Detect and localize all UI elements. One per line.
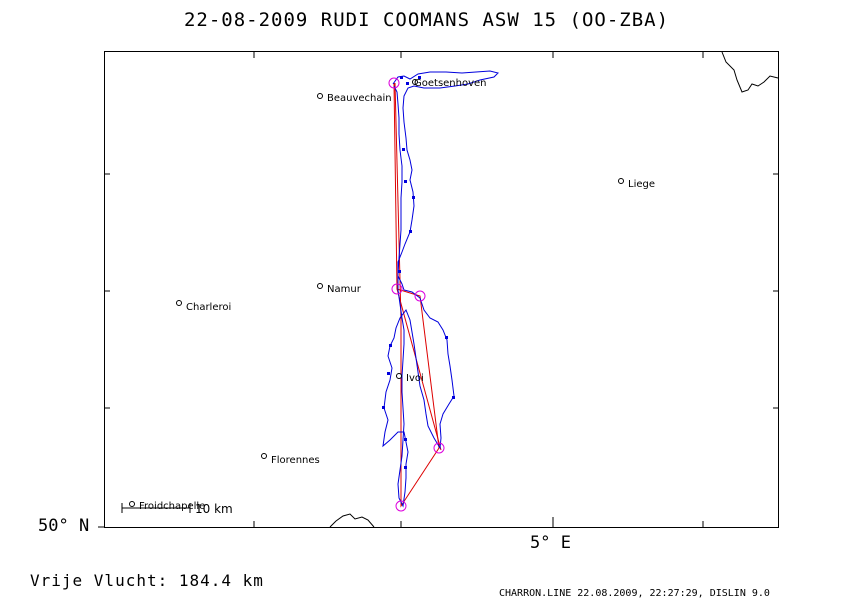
scale-label: 10 km	[195, 502, 233, 516]
axis-ticks	[98, 52, 779, 528]
task-leg	[396, 288, 442, 451]
track-fixes	[382, 76, 455, 469]
flight-track	[382, 70, 499, 508]
map-title: 22-08-2009 RUDI COOMANS ASW 15 (OO-ZBA)	[183, 9, 670, 31]
border-line-east	[721, 51, 779, 93]
turnpoint-2	[414, 290, 426, 302]
turnpoint-start	[388, 77, 400, 89]
turnpoint-3	[433, 442, 445, 454]
turnpoint-1	[391, 283, 403, 295]
map-frame	[104, 51, 779, 528]
town-label-florennes: Florennes	[271, 455, 320, 466]
town-label-beauvechain: Beauvechain	[327, 93, 392, 104]
town-markers	[129, 79, 624, 507]
border-line-south	[329, 513, 375, 528]
longitude-label: 5° E	[530, 533, 571, 553]
town-label-liege: Liege	[628, 179, 656, 190]
town-label-namur: Namur	[327, 284, 361, 295]
footer-info: CHARRON.LINE 22.08.2009, 22:27:29, DISLI…	[499, 588, 770, 599]
town-label-goetsenhoven: Goetsenhoven	[414, 78, 487, 89]
free-flight-distance: Vrije Vlucht: 184.4 km	[30, 571, 264, 590]
town-label-ivoi: Ivoi	[406, 373, 424, 384]
scale-bar	[121, 503, 191, 513]
turnpoints	[388, 77, 445, 512]
task-route	[393, 82, 440, 508]
latitude-label: 50° N	[38, 516, 90, 536]
turnpoint-4	[395, 500, 407, 512]
town-label-froidchapelle: Froidchapelle	[139, 501, 206, 512]
town-label-charleroi: Charleroi	[186, 302, 232, 313]
